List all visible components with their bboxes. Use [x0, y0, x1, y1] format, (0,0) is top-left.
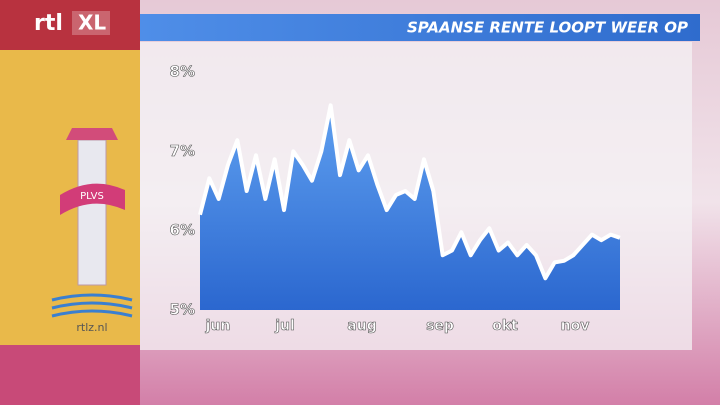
x-tick-label: sep: [426, 318, 454, 334]
title-bar: [140, 14, 700, 41]
pillar: [77, 139, 107, 286]
chart-title: SPAANSE RENTE LOOPT WEER OP: [407, 19, 688, 37]
waves: [51, 293, 133, 318]
y-tick-label: 5%: [170, 301, 195, 319]
y-tick-label: 6%: [170, 221, 195, 239]
crown: [66, 128, 118, 140]
plot: 5% 6% 7% 8% jun jul aug sep okt nov: [169, 62, 621, 334]
flag-stripe: [0, 345, 140, 405]
ribbon: [60, 183, 125, 215]
brand-box: [72, 11, 110, 35]
brand: rtl: [34, 11, 63, 36]
x-tick-label: jul: [274, 318, 295, 334]
x-tick-label: okt: [492, 318, 518, 334]
ribbon-text: PLVS: [80, 191, 104, 202]
brand-suffix: XL: [78, 11, 106, 35]
x-tick-label: nov: [561, 318, 590, 334]
y-tick-label: 7%: [170, 142, 195, 160]
x-tick-label: aug: [347, 318, 376, 334]
site-label: rtlz.nl: [76, 321, 107, 334]
line: [198, 103, 621, 281]
x-tick-label: jun: [205, 318, 231, 334]
flag-stripe: [0, 0, 140, 50]
y-tick-label: 8%: [170, 63, 195, 81]
area: [200, 105, 620, 310]
